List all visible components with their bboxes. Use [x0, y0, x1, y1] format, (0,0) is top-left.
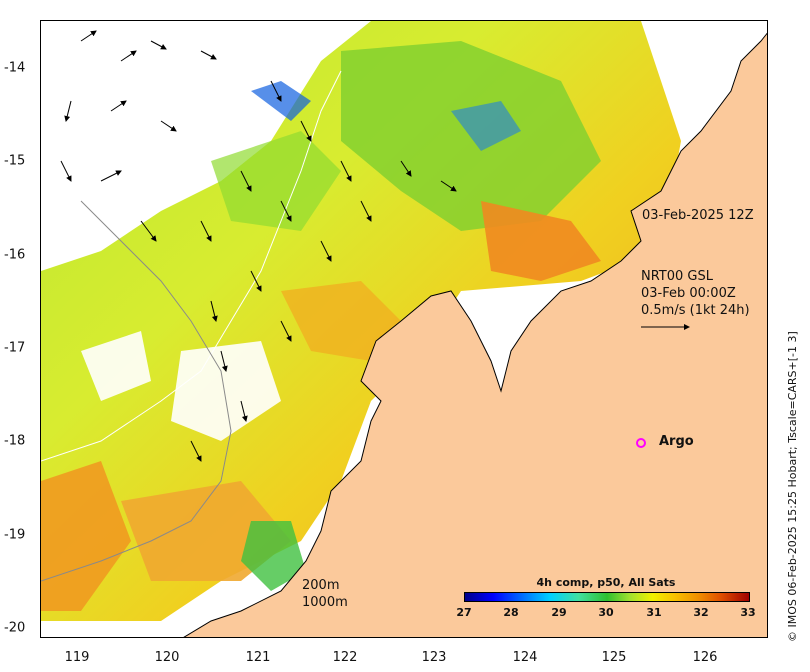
colorbar-tick: 27	[456, 606, 472, 619]
x-tick: 119	[64, 650, 90, 665]
argo-marker-icon[interactable]	[636, 438, 646, 448]
x-tick: 123	[421, 650, 447, 665]
colorbar-tick: 28	[503, 606, 519, 619]
product-line2: 03-Feb 00:00Z	[641, 286, 736, 301]
colorbar-tick: 30	[598, 606, 614, 619]
land-mass	[183, 32, 767, 637]
x-tick: 124	[512, 650, 538, 665]
x-tick: 125	[601, 650, 627, 665]
y-tick: -14	[4, 60, 26, 76]
x-tick: 122	[332, 650, 358, 665]
y-tick: -16	[4, 247, 26, 263]
sst-map	[41, 21, 767, 637]
product-line1: NRT00 GSL	[641, 269, 713, 284]
timestamp-label: 03-Feb-2025 12Z	[642, 208, 754, 223]
x-tick: 120	[154, 650, 180, 665]
colorbar-tick: 32	[693, 606, 709, 619]
x-tick: 121	[245, 650, 271, 665]
credit-text: © IMOS 06-Feb-2025 15:25 Hobart; Tscale=…	[786, 331, 799, 642]
y-tick: -17	[4, 340, 26, 356]
current-vectors	[60, 30, 690, 462]
colorbar-tick: 31	[646, 606, 662, 619]
map-frame[interactable]	[40, 20, 768, 638]
y-tick: -18	[4, 433, 26, 449]
colorbar-title: 4h comp, p50, All Sats	[536, 576, 676, 589]
isobath-1000m-label: 1000m	[302, 595, 348, 610]
colorbar	[464, 592, 750, 602]
colorbar-tick: 33	[740, 606, 756, 619]
y-tick: -19	[4, 527, 26, 543]
colorbar-tick: 29	[551, 606, 567, 619]
product-line3: 0.5m/s (1kt 24h)	[641, 303, 750, 318]
isobath-1000m	[41, 200, 232, 582]
x-tick: 126	[692, 650, 718, 665]
isobath-200m-label: 200m	[302, 578, 340, 593]
argo-label: Argo	[659, 434, 694, 449]
sst-field	[41, 21, 681, 621]
y-tick: -15	[4, 153, 26, 169]
y-tick: -20	[4, 620, 26, 636]
